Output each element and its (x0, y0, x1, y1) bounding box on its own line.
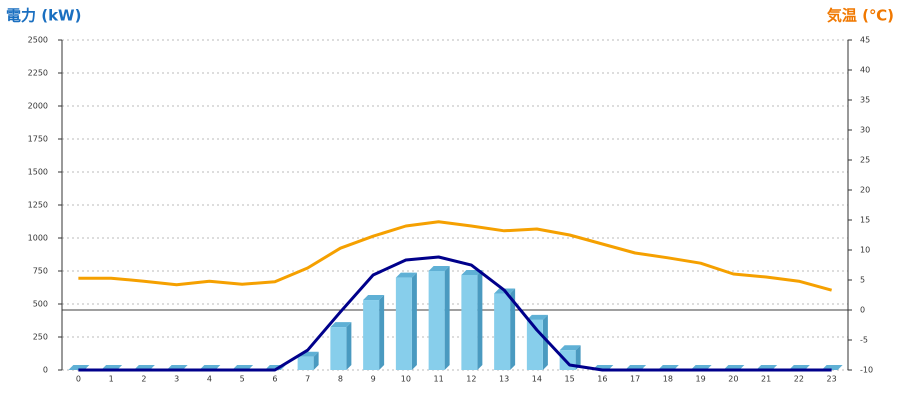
x-tick-label: 18 (663, 375, 673, 384)
bar (297, 351, 319, 370)
y2-tick-label: 0 (860, 306, 865, 315)
x-tick-label: 22 (794, 375, 804, 384)
x-tick-label: 4 (207, 375, 212, 384)
x-tick-label: 0 (76, 375, 81, 384)
y2-tick-label: 10 (860, 246, 870, 255)
y-tick-label: 250 (33, 333, 48, 342)
bar (461, 269, 483, 370)
x-tick-label: 23 (827, 375, 837, 384)
y2-tick-label: -5 (860, 336, 868, 345)
bar (363, 295, 385, 370)
x-tick-label: 17 (630, 375, 640, 384)
x-tick-label: 6 (272, 375, 277, 384)
x-tick-label: 7 (305, 375, 310, 384)
x-tick-label: 13 (499, 375, 509, 384)
x-tick-label: 15 (565, 375, 575, 384)
x-tick-label: 16 (597, 375, 607, 384)
x-tick-label: 9 (371, 375, 376, 384)
y-tick-label: 1250 (28, 201, 48, 210)
line (78, 255, 832, 372)
y2-tick-label: 40 (860, 66, 870, 75)
x-tick-label: 2 (141, 375, 146, 384)
y-tick-label: 2500 (28, 36, 48, 45)
line (78, 220, 833, 292)
y-tick-label: 500 (33, 300, 48, 309)
y-tick-label: 2000 (28, 102, 48, 111)
y2-axis-title: 気温 (℃) (827, 7, 894, 25)
y2-tick-label: 25 (860, 156, 870, 165)
y-tick-label: 1500 (28, 168, 48, 177)
x-tick-label: 11 (434, 375, 444, 384)
x-tick-label: 19 (696, 375, 706, 384)
y2-tick-label: 30 (860, 126, 870, 135)
y-tick-label: 750 (33, 267, 48, 276)
y2-tick-label: 5 (860, 276, 865, 285)
x-tick-label: 14 (532, 375, 542, 384)
x-tick-label: 8 (338, 375, 343, 384)
bar (395, 272, 417, 370)
y-tick-label: 1750 (28, 135, 48, 144)
x-tick-label: 21 (761, 375, 771, 384)
y2-tick-label: -10 (860, 366, 873, 375)
x-tick-label: 5 (240, 375, 245, 384)
y-axis-title: 電力 (kW) (6, 7, 81, 25)
x-tick-label: 10 (401, 375, 411, 384)
bar (526, 314, 548, 370)
y2-tick-label: 15 (860, 216, 870, 225)
y2-tick-label: 35 (860, 96, 870, 105)
y-tick-label: 0 (43, 366, 48, 375)
y2-tick-label: 20 (860, 186, 870, 195)
y2-tick-label: 45 (860, 36, 870, 45)
y-tick-label: 1000 (28, 234, 48, 243)
x-tick-label: 20 (728, 375, 738, 384)
x-tick-label: 12 (466, 375, 476, 384)
y-tick-label: 2250 (28, 69, 48, 78)
bar (428, 266, 450, 370)
bar (330, 322, 352, 370)
x-tick-label: 3 (174, 375, 179, 384)
x-tick-label: 1 (109, 375, 114, 384)
